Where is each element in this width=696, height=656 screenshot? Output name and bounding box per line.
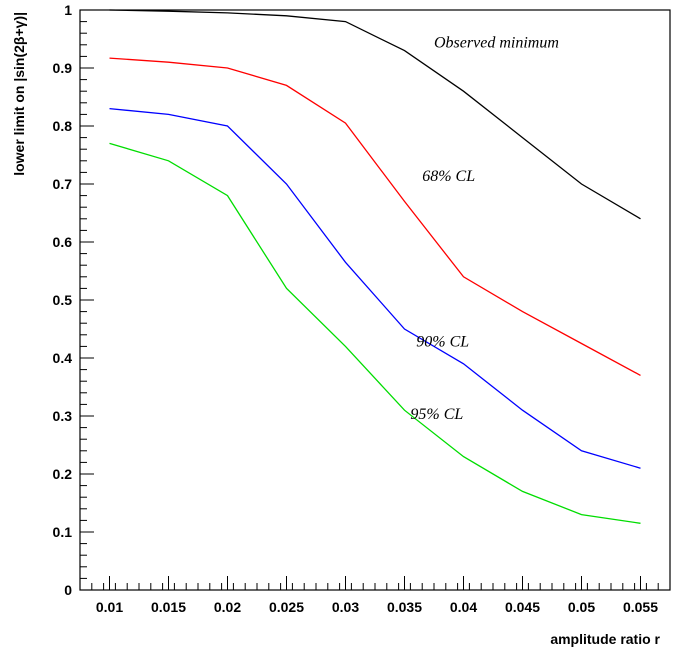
x-tick-label: 0.02 <box>214 599 241 615</box>
y-tick-label: 0.8 <box>53 118 73 134</box>
x-tick-label: 0.025 <box>269 599 304 615</box>
y-ticks: 0 0.1 0.2 0.3 0.4 0.5 0.6 0.7 0.8 0.9 1 <box>53 2 94 598</box>
x-ticks: 0.01 0.015 0.02 0.025 0.03 0.035 0.04 0.045 0.05… <box>79 576 671 615</box>
x-tick-label: 0.04 <box>450 599 477 615</box>
curve-annotation: Observed minimum <box>434 35 559 52</box>
series-line-1 <box>109 57 641 376</box>
x-tick-label: 0.055 <box>623 599 658 615</box>
annotations: Observed minimum 68% CL 90% CL 95% CL <box>410 35 558 423</box>
y-tick-label: 0.3 <box>53 408 73 424</box>
y-tick-label: 0.4 <box>53 350 73 366</box>
y-axis-label: lower limit on |sin(2β+γ)| <box>11 12 27 176</box>
y-tick-label: 0.9 <box>53 60 73 76</box>
y-tick-label: 0 <box>64 582 72 598</box>
series-line-0 <box>109 9 641 220</box>
series-lines <box>109 9 641 524</box>
x-tick-label: 0.035 <box>387 599 422 615</box>
x-axis-label: amplitude ratio r <box>550 631 660 647</box>
y-tick-label: 1 <box>64 2 72 18</box>
plot-frame <box>79 9 671 591</box>
y-tick-label: 0.6 <box>53 234 73 250</box>
x-tick-label: 0.05 <box>568 599 595 615</box>
curve-annotation: 95% CL <box>410 406 463 423</box>
y-tick-label: 0.7 <box>53 176 73 192</box>
x-tick-label: 0.045 <box>505 599 540 615</box>
curve-annotation: 68% CL <box>422 168 475 185</box>
x-tick-label: 0.03 <box>332 599 359 615</box>
x-tick-label: 0.01 <box>96 599 123 615</box>
y-tick-label: 0.1 <box>53 524 73 540</box>
y-tick-label: 0.5 <box>53 292 73 308</box>
curve-annotation: 90% CL <box>416 333 469 350</box>
series-line-2 <box>109 107 641 469</box>
y-tick-label: 0.2 <box>53 466 73 482</box>
series-line-3 <box>109 142 641 524</box>
x-tick-label: 0.015 <box>151 599 186 615</box>
